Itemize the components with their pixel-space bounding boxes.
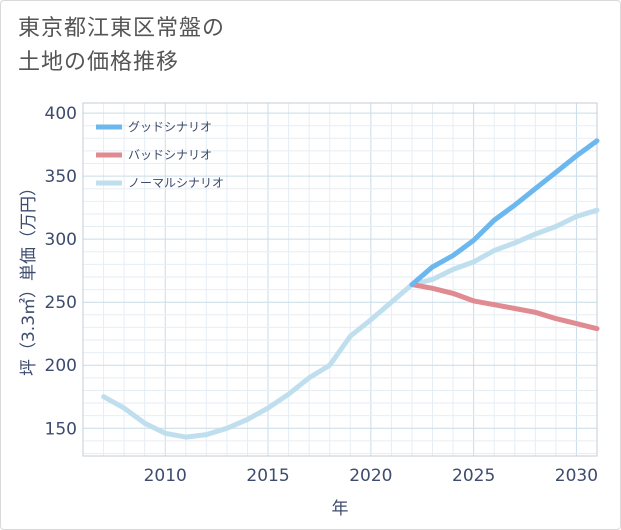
y-tick-label: 250 [45, 293, 77, 313]
series-line-1 [409, 282, 600, 332]
y-tick-label: 200 [45, 356, 77, 376]
x-tick-label: 2010 [144, 466, 187, 486]
y-tick-label: 350 [45, 167, 77, 187]
y-tick-label: 300 [45, 230, 77, 250]
chart-title: 東京都江東区常盤の 土地の価格推移 [18, 12, 225, 80]
legend-label-1: バッドシナリオ [128, 148, 212, 162]
x-tick-label: 2025 [452, 466, 495, 486]
chart-title-line-2: 土地の価格推移 [18, 50, 180, 75]
x-tick-label: 2020 [349, 466, 392, 486]
series-line-2 [101, 207, 600, 440]
axis-ticks: 2010 2015 2020 2025 2030 150 200 250 300 350 400 [45, 104, 599, 486]
x-axis-label: 年 [332, 499, 349, 519]
x-tick-label: 2015 [246, 466, 289, 486]
plot-frame [82, 102, 598, 457]
chart-title-line-1: 東京都江東区常盤の [18, 16, 226, 41]
y-tick-label: 150 [45, 419, 77, 439]
series-line-0 [409, 138, 600, 287]
x-tick-label: 2030 [555, 466, 598, 486]
series-lines [101, 138, 600, 440]
y-tick-label: 400 [45, 104, 77, 124]
y-axis-label: 坪（3.3㎡）単価（万円） [19, 179, 39, 376]
legend-label-0: グッドシナリオ [128, 120, 212, 134]
legend-label-2: ノーマルシナリオ [128, 176, 224, 190]
